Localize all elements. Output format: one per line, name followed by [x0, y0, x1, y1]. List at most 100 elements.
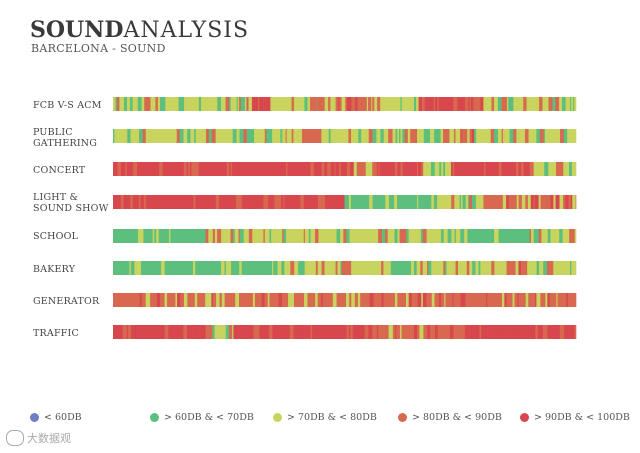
sound-stripe [214, 261, 219, 275]
sound-stripe [178, 162, 181, 176]
sound-stripe [484, 162, 486, 176]
sound-stripe [163, 195, 168, 209]
sound-stripe [302, 293, 305, 307]
sound-stripe [332, 162, 335, 176]
sound-stripe [287, 195, 290, 209]
sound-stripe [462, 97, 466, 111]
sound-stripe [317, 129, 321, 143]
sound-stripe [541, 195, 545, 209]
sound-stripe [318, 97, 321, 111]
sound-stripe [239, 97, 242, 111]
sound-stripe [208, 195, 210, 209]
sound-stripe [506, 293, 511, 307]
sound-stripe [243, 162, 245, 176]
sound-stripe [228, 261, 232, 275]
sound-stripe [550, 195, 554, 209]
sound-stripe [346, 97, 349, 111]
sound-stripe [368, 129, 373, 143]
sound-stripe [243, 261, 246, 275]
sound-stripe [328, 97, 331, 111]
sound-stripe [440, 195, 445, 209]
sound-stripe [538, 162, 542, 176]
sound-stripe [437, 261, 440, 275]
sound-stripe [358, 325, 362, 339]
sound-stripe [465, 162, 471, 176]
legend-item-80-90: > 80DB & < 90DB [398, 410, 502, 424]
sound-stripe [525, 162, 528, 176]
sound-stripe [547, 293, 551, 307]
sound-stripe [173, 129, 178, 143]
sound-stripe [402, 261, 405, 275]
sound-stripe [116, 293, 119, 307]
sound-stripe [332, 293, 336, 307]
sound-stripe [222, 325, 227, 339]
sound-stripe [340, 229, 344, 243]
sound-stripe [517, 293, 519, 307]
sound-stripe [341, 261, 344, 275]
sound-stripe [156, 229, 159, 243]
sound-stripe [137, 293, 139, 307]
sound-stripe [459, 195, 462, 209]
sound-stripe [217, 97, 222, 111]
sound-stripe [516, 97, 518, 111]
sound-stripe [224, 229, 229, 243]
sound-stripe [172, 195, 177, 209]
sound-stripe [426, 97, 429, 111]
sound-stripe [537, 162, 540, 176]
sound-stripe [268, 195, 272, 209]
sound-stripe [551, 129, 556, 143]
sound-stripe [176, 162, 179, 176]
sound-stripe [401, 325, 406, 339]
sound-stripe [268, 97, 271, 111]
sound-stripe [571, 162, 576, 176]
sound-stripe [250, 293, 254, 307]
sound-stripe [253, 129, 258, 143]
sound-stripe [175, 97, 179, 111]
sound-stripe [341, 97, 346, 111]
sound-stripe [407, 129, 411, 143]
sound-stripe [439, 162, 442, 176]
sound-stripe [455, 129, 458, 143]
sound-stripe [113, 229, 117, 243]
sound-stripe [231, 97, 236, 111]
sound-stripe [310, 261, 315, 275]
sound-stripe [455, 293, 460, 307]
sound-stripe [427, 162, 432, 176]
sound-stripe [496, 293, 501, 307]
sound-stripe [446, 97, 451, 111]
sound-stripe [375, 195, 378, 209]
sound-stripe [373, 293, 378, 307]
sound-stripe [488, 325, 492, 339]
sound-stripe [283, 229, 287, 243]
sound-stripe [121, 293, 125, 307]
sound-stripe [572, 129, 576, 143]
sound-stripe [470, 97, 474, 111]
sound-stripe [357, 293, 361, 307]
sound-stripe [122, 97, 125, 111]
sound-stripe [119, 261, 122, 275]
sound-stripe [148, 162, 151, 176]
sound-stripe [348, 97, 352, 111]
sound-stripe [298, 97, 303, 111]
sound-stripe [197, 129, 200, 143]
sound-stripe [142, 129, 147, 143]
sound-stripe [416, 162, 419, 176]
sound-stripe [319, 162, 322, 176]
sound-stripe [203, 195, 206, 209]
sound-stripe [129, 162, 134, 176]
sound-stripe [141, 261, 144, 275]
sound-row [113, 261, 577, 275]
sound-stripe [248, 97, 252, 111]
sound-stripe [465, 97, 469, 111]
sound-stripe [509, 261, 514, 275]
sound-stripe [496, 229, 499, 243]
sound-stripe [490, 129, 495, 143]
sound-stripe [145, 195, 151, 209]
sound-stripe [240, 97, 243, 111]
sound-stripe [428, 97, 432, 111]
sound-stripe [504, 229, 508, 243]
sound-stripe [471, 229, 476, 243]
sound-stripe [509, 195, 514, 209]
sound-stripe [518, 162, 522, 176]
title-light: ANALYSIS [123, 18, 250, 43]
